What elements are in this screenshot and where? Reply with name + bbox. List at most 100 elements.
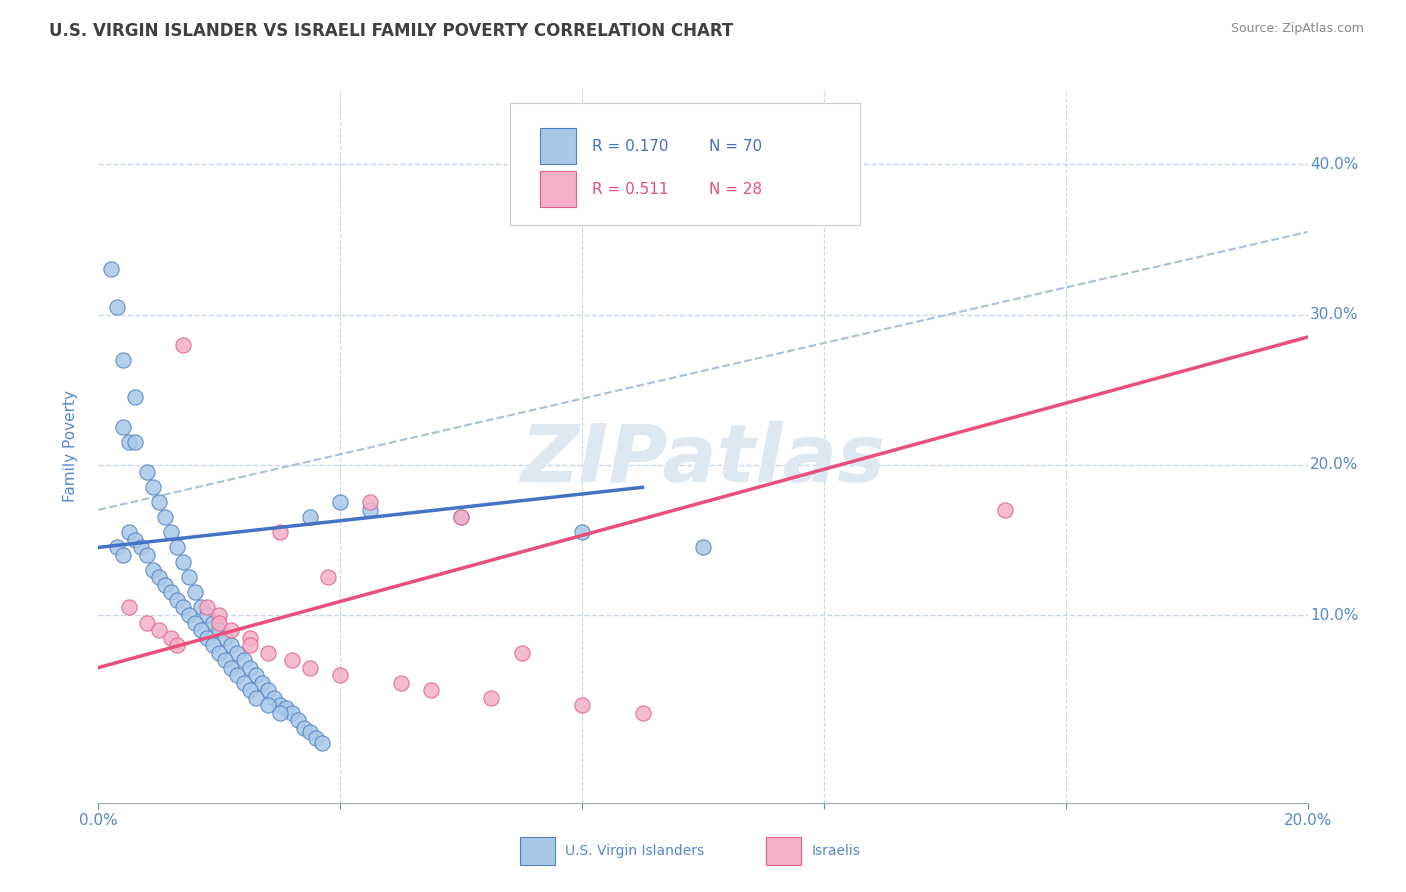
Point: [111, 548, 134, 562]
Point: [274, 701, 297, 715]
Point: [329, 495, 352, 509]
Text: 40.0%: 40.0%: [1310, 157, 1358, 172]
Point: [269, 525, 291, 540]
Point: [214, 653, 236, 667]
Point: [419, 683, 441, 698]
Text: Israelis: Israelis: [811, 844, 860, 858]
Point: [281, 653, 304, 667]
Point: [195, 600, 218, 615]
Point: [299, 510, 322, 524]
Point: [124, 390, 146, 404]
Point: [299, 660, 322, 674]
Point: [208, 607, 231, 622]
Point: [129, 541, 152, 555]
Text: 20.0%: 20.0%: [1310, 458, 1358, 472]
FancyBboxPatch shape: [540, 171, 576, 207]
Point: [111, 420, 134, 434]
Point: [281, 706, 304, 720]
Point: [172, 600, 194, 615]
Point: [239, 631, 262, 645]
Point: [226, 668, 249, 682]
Point: [360, 503, 382, 517]
Point: [692, 541, 714, 555]
Point: [269, 706, 291, 720]
Point: [190, 600, 212, 615]
Point: [135, 465, 157, 479]
Point: [287, 713, 309, 727]
Point: [329, 668, 352, 682]
Point: [994, 503, 1017, 517]
FancyBboxPatch shape: [540, 128, 576, 164]
Point: [631, 706, 654, 720]
Text: N = 70: N = 70: [709, 139, 762, 153]
Point: [124, 435, 146, 450]
Point: [221, 623, 243, 637]
Text: 10.0%: 10.0%: [1310, 607, 1358, 623]
Point: [245, 668, 267, 682]
Point: [239, 683, 262, 698]
FancyBboxPatch shape: [509, 103, 860, 225]
Text: R = 0.511: R = 0.511: [592, 182, 668, 196]
Point: [571, 698, 593, 713]
Point: [118, 435, 141, 450]
Point: [124, 533, 146, 547]
Point: [239, 660, 262, 674]
Point: [202, 615, 225, 630]
Point: [299, 725, 322, 739]
Point: [510, 646, 533, 660]
Point: [256, 646, 278, 660]
Point: [450, 510, 472, 524]
Point: [245, 690, 267, 705]
Point: [292, 721, 315, 735]
Point: [226, 646, 249, 660]
Point: [450, 510, 472, 524]
Point: [160, 585, 183, 599]
Point: [221, 660, 243, 674]
Text: N = 28: N = 28: [709, 182, 762, 196]
Point: [142, 480, 165, 494]
Point: [214, 631, 236, 645]
Point: [148, 495, 170, 509]
Point: [177, 570, 201, 584]
Point: [195, 631, 218, 645]
Point: [153, 578, 176, 592]
Point: [195, 607, 218, 622]
Point: [142, 563, 165, 577]
Point: [166, 638, 188, 652]
Point: [172, 337, 194, 351]
Point: [148, 623, 170, 637]
Point: [305, 731, 328, 746]
Point: [166, 541, 188, 555]
Text: U.S. Virgin Islanders: U.S. Virgin Islanders: [565, 844, 704, 858]
Point: [160, 525, 183, 540]
Point: [239, 638, 262, 652]
Point: [208, 623, 231, 637]
Point: [256, 698, 278, 713]
Point: [389, 675, 412, 690]
Point: [184, 615, 207, 630]
Point: [571, 525, 593, 540]
Point: [269, 698, 291, 713]
Point: [166, 593, 188, 607]
Point: [135, 548, 157, 562]
Point: [221, 638, 243, 652]
Point: [481, 690, 503, 705]
Text: R = 0.170: R = 0.170: [592, 139, 668, 153]
Point: [208, 615, 231, 630]
Point: [160, 631, 183, 645]
Text: 30.0%: 30.0%: [1310, 307, 1358, 322]
Point: [202, 638, 225, 652]
Point: [111, 352, 134, 367]
Point: [184, 585, 207, 599]
Point: [232, 653, 254, 667]
Point: [316, 570, 339, 584]
Point: [208, 646, 231, 660]
Point: [311, 736, 333, 750]
Point: [100, 262, 122, 277]
Point: [177, 607, 201, 622]
Point: [148, 570, 170, 584]
Point: [105, 300, 128, 314]
Point: [190, 623, 212, 637]
Point: [232, 675, 254, 690]
Point: [360, 495, 382, 509]
